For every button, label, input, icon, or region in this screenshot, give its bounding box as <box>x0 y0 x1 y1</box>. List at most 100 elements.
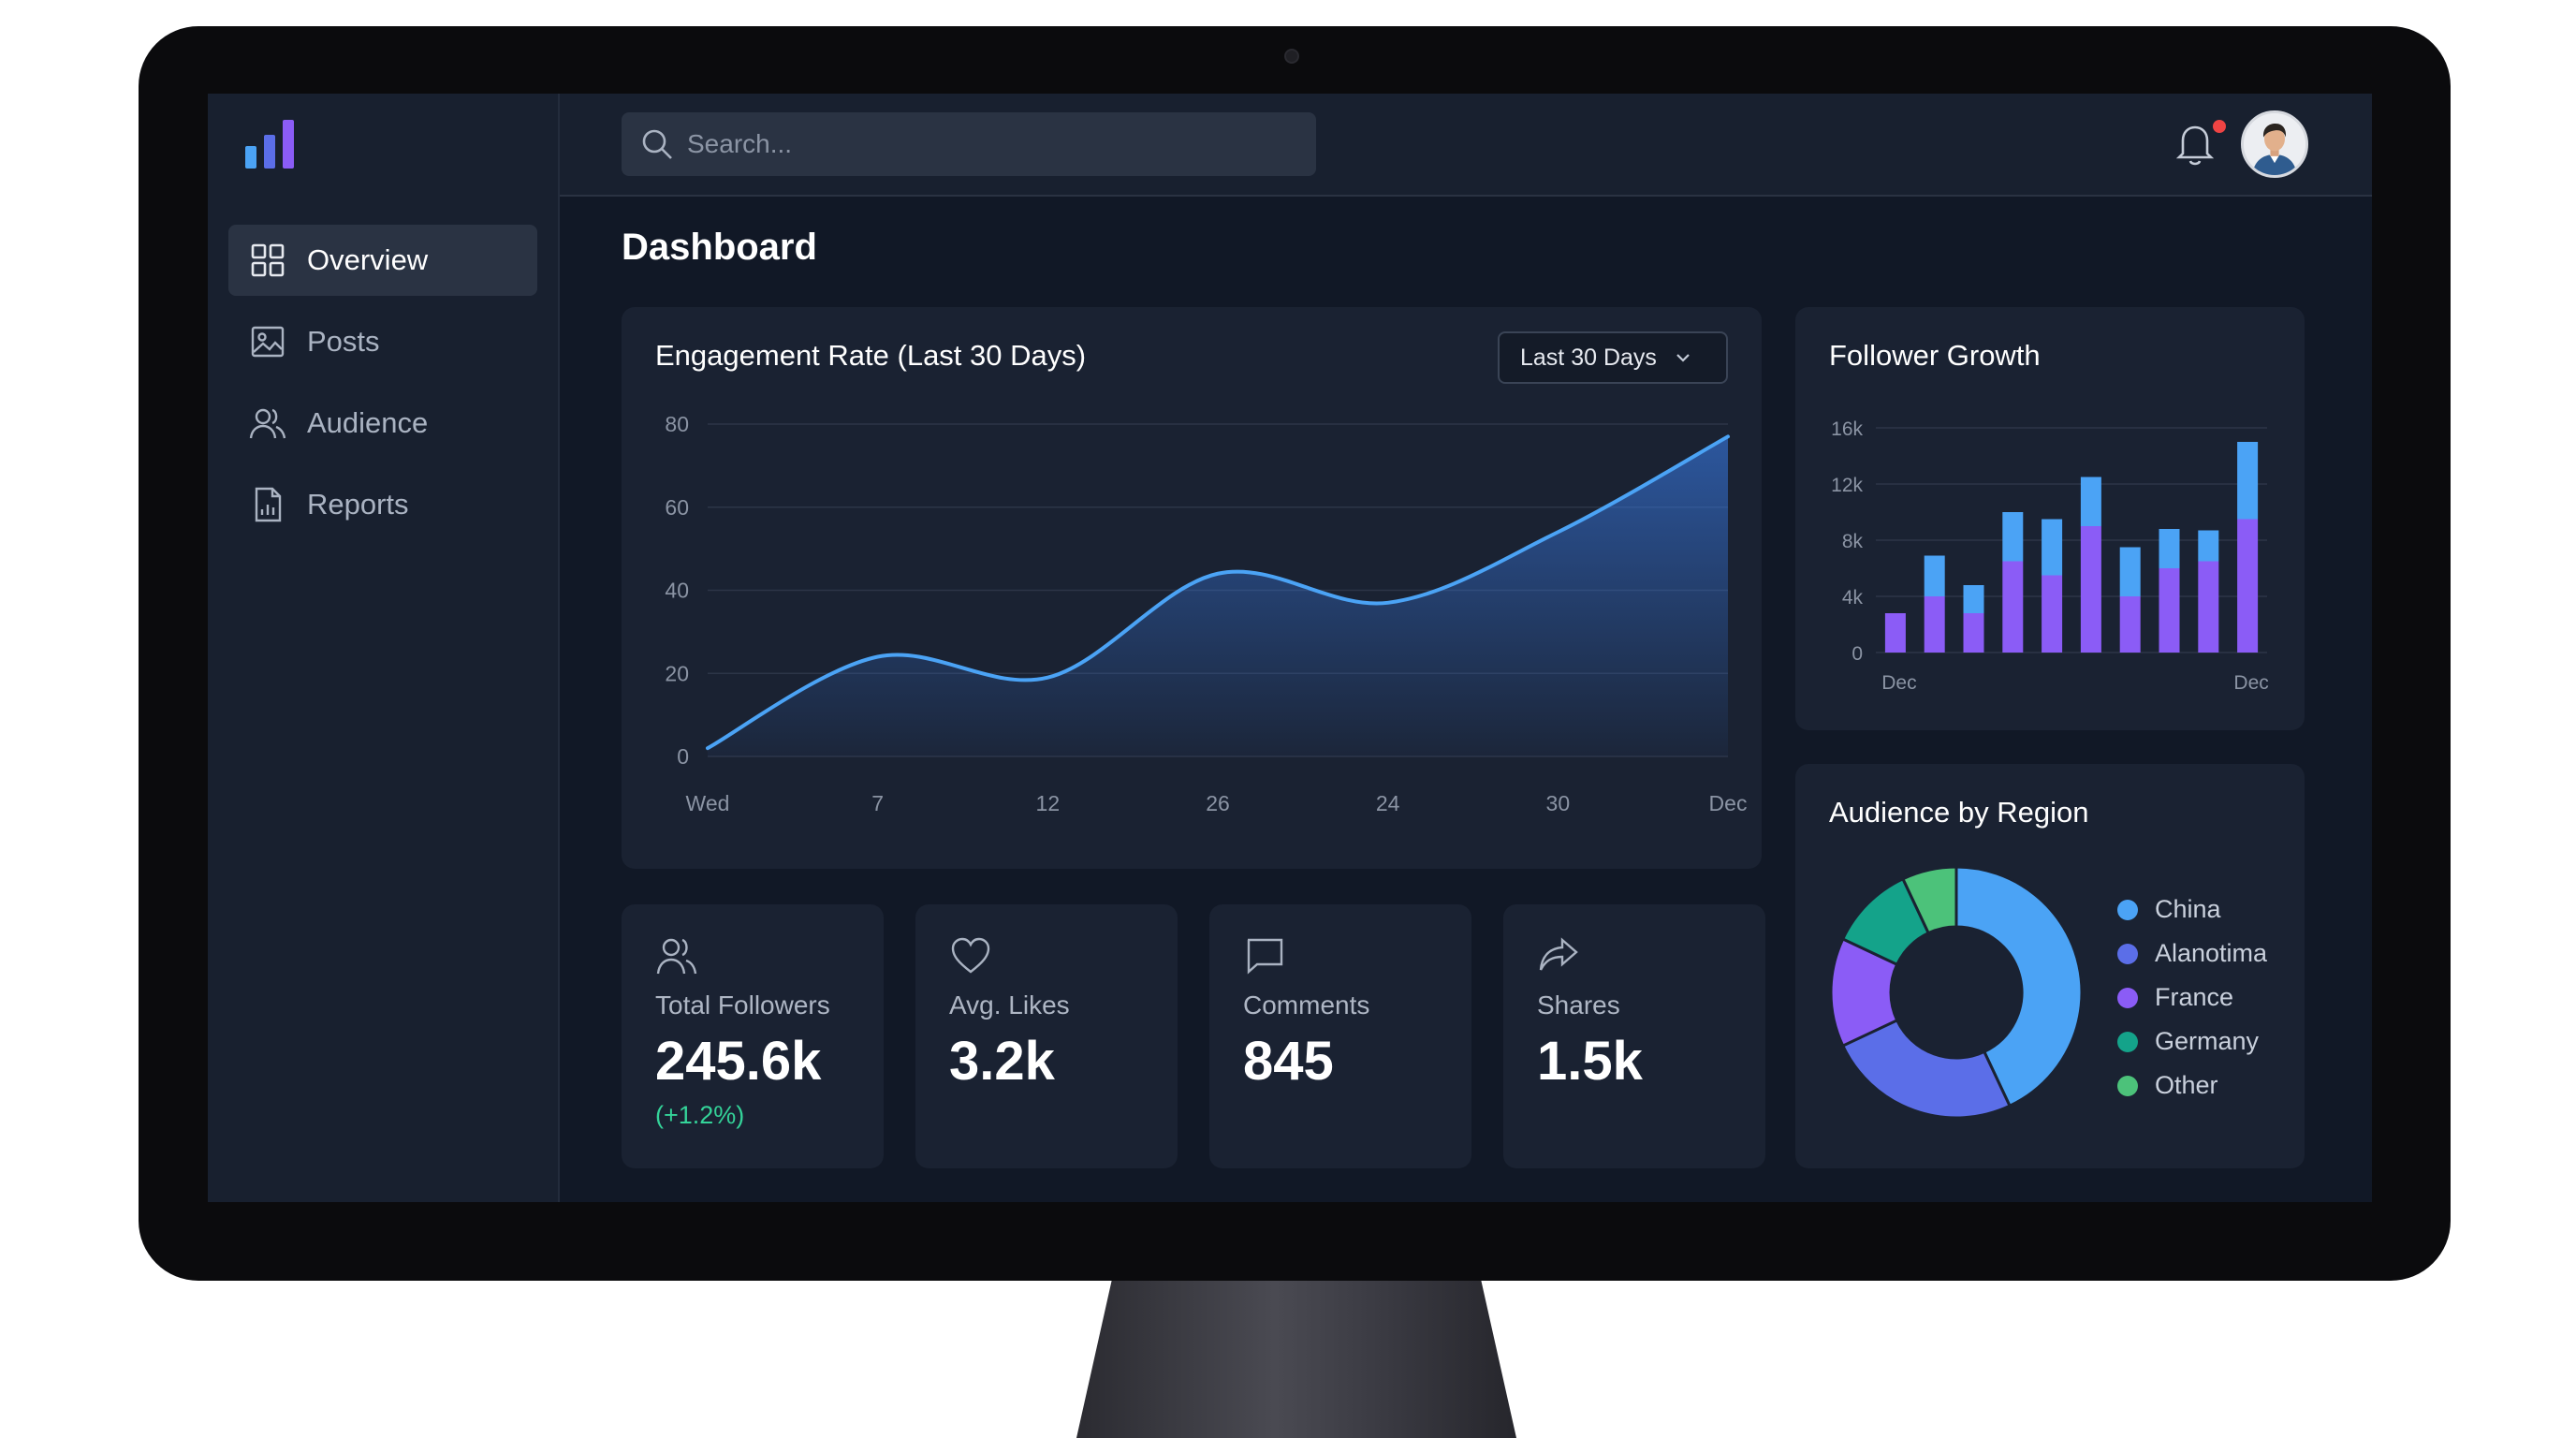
legend-label: France <box>2155 983 2234 1011</box>
grid-icon <box>251 243 285 277</box>
follower-growth-title: Follower Growth <box>1829 339 2041 372</box>
sidebar-item-posts[interactable]: Posts <box>228 306 537 377</box>
audience-region-title: Audience by Region <box>1829 796 2089 829</box>
y-tick-label: 0 <box>677 744 689 769</box>
notification-badge <box>2213 120 2226 133</box>
sidebar-item-label: Overview <box>307 243 429 276</box>
stat-label: Avg. Likes <box>949 990 1070 1020</box>
bell-icon[interactable] <box>2172 118 2218 169</box>
donut-slice <box>1900 865 1958 935</box>
users-icon <box>656 938 697 975</box>
bar-segment <box>1924 596 1945 653</box>
share-icon <box>1539 937 1578 971</box>
stat-card-comments[interactable]: Comments 845 <box>1209 904 1471 1168</box>
chevron-down-icon <box>1676 354 1690 362</box>
stat-value: 845 <box>1243 1031 1334 1092</box>
y-tick-label: 0 <box>1852 643 1863 665</box>
engagement-chart: 0 20 40 60 80 Wed 7 12 26 24 30 Dec <box>665 412 1748 815</box>
sidebar-item-label: Posts <box>307 325 380 358</box>
x-tick-label: Wed <box>686 791 730 815</box>
y-tick-label: 4k <box>1842 587 1864 609</box>
date-range-label: Last 30 Days <box>1520 344 1657 371</box>
bar-segment <box>2159 529 2180 568</box>
donut-slice <box>1954 865 2084 1108</box>
bar-segment <box>2119 596 2141 653</box>
legend-swatch <box>2117 1031 2138 1052</box>
legend-item: China <box>2117 888 2267 932</box>
top-bar <box>560 94 2372 197</box>
bar-segment <box>2002 512 2024 562</box>
heart-icon <box>951 937 990 974</box>
stat-value: 3.2k <box>949 1031 1055 1092</box>
legend-label: Alanotima <box>2155 939 2268 967</box>
engagement-area <box>708 436 1728 756</box>
engagement-title: Engagement Rate (Last 30 Days) <box>655 339 1087 372</box>
sidebar-item-overview[interactable]: Overview <box>228 225 537 296</box>
bar-segment <box>2237 442 2259 520</box>
x-tick-label: 12 <box>1036 791 1061 815</box>
stat-change: (+1.2%) <box>655 1101 745 1129</box>
comment-icon <box>1247 938 1283 975</box>
stat-label: Total Followers <box>655 990 830 1020</box>
bar-segment <box>1963 613 1984 653</box>
bar-segment <box>2119 547 2141 596</box>
search-bar[interactable] <box>622 112 1316 176</box>
sidebar-item-label: Audience <box>307 406 429 439</box>
legend-label: Germany <box>2155 1027 2260 1055</box>
search-input[interactable] <box>687 129 1286 159</box>
stat-card-likes[interactable]: Avg. Likes 3.2k <box>915 904 1178 1168</box>
stat-value: 1.5k <box>1537 1031 1643 1092</box>
report-icon <box>255 487 282 522</box>
follower-growth-card: 0 4k 8k 12k 16k Dec Dec Follower Growth <box>1795 307 2305 730</box>
legend-swatch <box>2117 1075 2138 1096</box>
region-legend: China Alanotima France Germany Other <box>2117 888 2267 1108</box>
stat-value: 245.6k <box>655 1031 822 1092</box>
x-tick-label: Dec <box>2233 672 2268 694</box>
legend-item: Germany <box>2117 1020 2267 1064</box>
bar-segment <box>2237 519 2259 653</box>
legend-swatch <box>2117 899 2138 920</box>
x-tick-label: Dec <box>1709 791 1748 815</box>
region-donut-chart <box>1829 865 2084 1120</box>
audience-region-card: Audience by Region China Alanotima Franc… <box>1795 764 2305 1168</box>
search-icon <box>642 129 672 159</box>
x-tick-label: 7 <box>871 791 884 815</box>
page-title: Dashboard <box>622 227 817 268</box>
legend-item: Other <box>2117 1064 2267 1108</box>
legend-swatch <box>2117 943 2138 964</box>
sidebar-item-reports[interactable]: Reports <box>228 469 537 540</box>
sidebar-item-audience[interactable]: Audience <box>228 388 537 459</box>
bar-segment <box>2042 519 2063 576</box>
y-tick-label: 16k <box>1831 418 1863 440</box>
bar-segment <box>2159 568 2180 653</box>
bar-segment <box>2198 561 2219 653</box>
sidebar-item-label: Reports <box>307 488 409 521</box>
stat-card-followers[interactable]: Total Followers 245.6k (+1.2%) <box>622 904 884 1168</box>
legend-item: Alanotima <box>2117 932 2267 976</box>
screen: Overview Posts Audience <box>208 94 2372 1202</box>
y-tick-label: 8k <box>1842 531 1864 552</box>
bar-segment <box>1924 555 1945 596</box>
stat-card-shares[interactable]: Shares 1.5k <box>1503 904 1765 1168</box>
stat-label: Comments <box>1243 990 1370 1020</box>
bar-segment <box>2080 477 2101 526</box>
monitor-stand <box>1076 1281 1516 1438</box>
x-tick-label: 24 <box>1376 791 1400 815</box>
donut-slice <box>1840 1018 2012 1120</box>
logo-icon[interactable] <box>243 118 301 170</box>
y-tick-label: 80 <box>665 412 689 436</box>
x-tick-label: 26 <box>1206 791 1230 815</box>
legend-swatch <box>2117 987 2138 1008</box>
avatar[interactable] <box>2241 110 2308 178</box>
bar-segment <box>1884 613 1906 653</box>
bar-segment <box>2002 561 2024 653</box>
x-tick-label: Dec <box>1881 672 1916 694</box>
date-range-dropdown[interactable]: Last 30 Days <box>1498 331 1728 384</box>
user-avatar-icon <box>2244 113 2305 175</box>
camera <box>1284 49 1299 64</box>
y-tick-label: 12k <box>1831 475 1863 496</box>
engagement-line <box>706 434 1730 751</box>
bar-segment <box>1963 585 1984 613</box>
y-tick-label: 60 <box>665 495 689 520</box>
legend-item: France <box>2117 976 2267 1020</box>
